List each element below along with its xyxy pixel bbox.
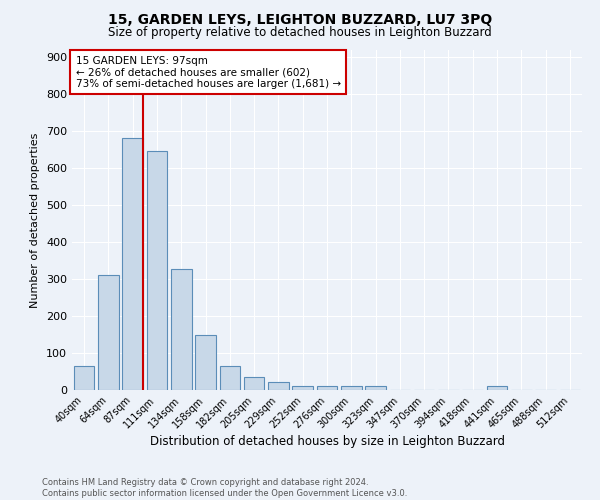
Text: 15 GARDEN LEYS: 97sqm
← 26% of detached houses are smaller (602)
73% of semi-det: 15 GARDEN LEYS: 97sqm ← 26% of detached … (76, 56, 341, 88)
Y-axis label: Number of detached properties: Number of detached properties (31, 132, 40, 308)
Bar (74, 366, 94, 390)
Text: Contains HM Land Registry data © Crown copyright and database right 2024.
Contai: Contains HM Land Registry data © Crown c… (42, 478, 407, 498)
Bar (98, 276, 119, 390)
Bar (341, 386, 362, 390)
X-axis label: Distribution of detached houses by size in Leighton Buzzard: Distribution of detached houses by size … (149, 436, 505, 448)
Bar (268, 382, 289, 390)
Bar (244, 377, 265, 390)
Bar (220, 366, 240, 390)
Bar (195, 335, 216, 390)
Bar (317, 386, 337, 390)
Bar (292, 386, 313, 390)
Bar (487, 386, 508, 390)
Bar (365, 386, 386, 390)
Text: 15, GARDEN LEYS, LEIGHTON BUZZARD, LU7 3PQ: 15, GARDEN LEYS, LEIGHTON BUZZARD, LU7 3… (108, 12, 492, 26)
Bar (171, 269, 191, 390)
Bar (146, 150, 167, 390)
Text: Size of property relative to detached houses in Leighton Buzzard: Size of property relative to detached ho… (108, 26, 492, 39)
Bar (122, 138, 143, 390)
